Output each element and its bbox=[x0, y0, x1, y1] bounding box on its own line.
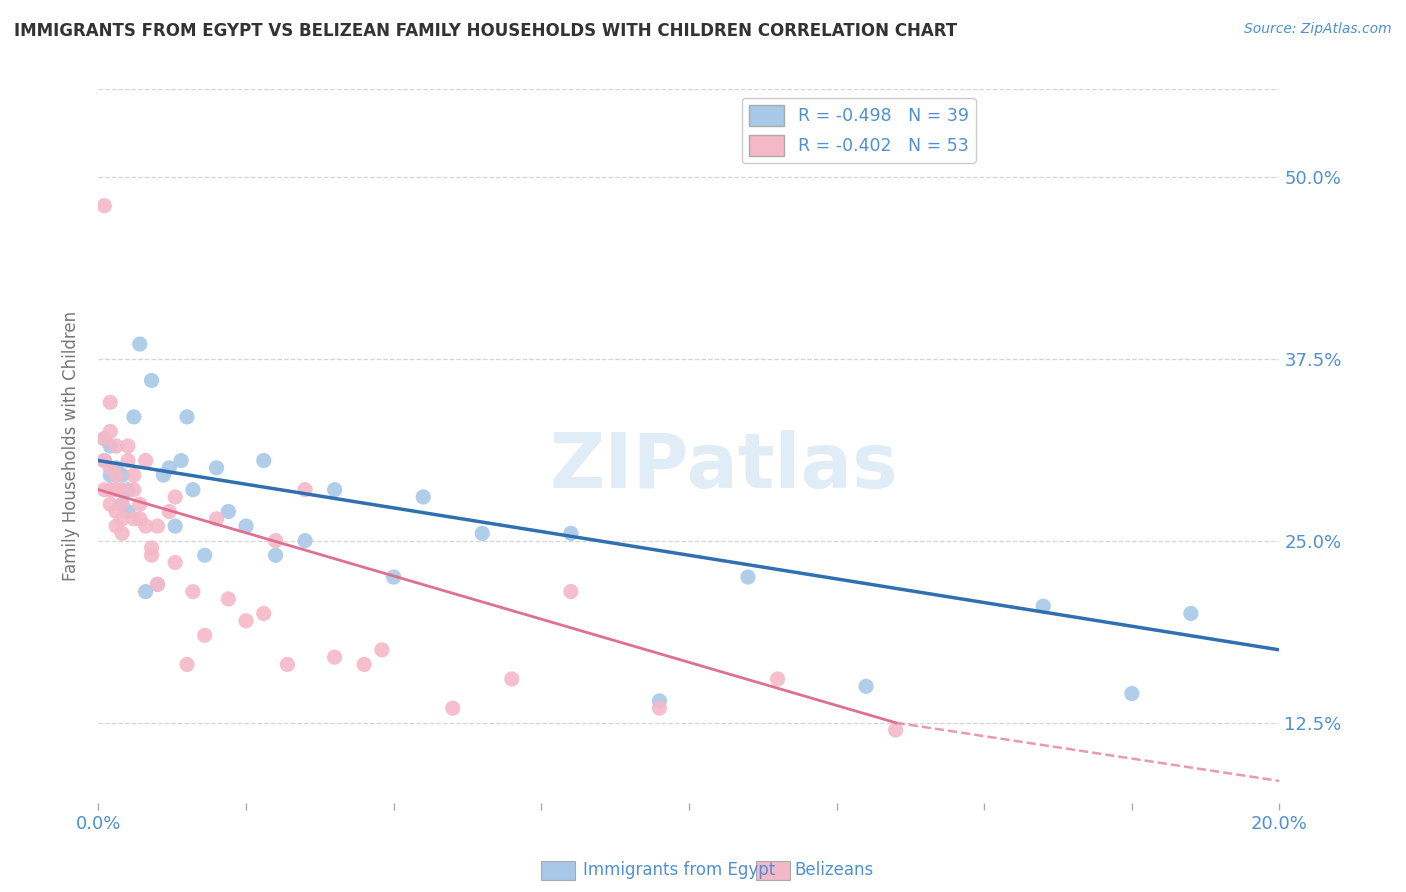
Point bbox=[128, 512, 150, 526]
Point bbox=[560, 584, 582, 599]
Point bbox=[111, 512, 134, 526]
Point bbox=[122, 468, 145, 483]
Point bbox=[105, 460, 128, 475]
Point bbox=[122, 483, 145, 497]
Point bbox=[253, 453, 276, 467]
Point bbox=[105, 483, 128, 497]
Point bbox=[205, 512, 228, 526]
Point bbox=[501, 672, 523, 686]
Point bbox=[170, 453, 193, 467]
Point bbox=[105, 468, 128, 483]
Point bbox=[93, 199, 115, 213]
Point bbox=[93, 453, 115, 467]
Point bbox=[294, 483, 316, 497]
Point bbox=[128, 337, 150, 351]
Point bbox=[371, 643, 394, 657]
Point bbox=[176, 409, 198, 424]
Point bbox=[194, 628, 217, 642]
Point bbox=[176, 657, 198, 672]
Point bbox=[135, 519, 157, 533]
Point bbox=[146, 577, 169, 591]
Point bbox=[471, 526, 494, 541]
Point bbox=[111, 497, 134, 511]
Point bbox=[146, 519, 169, 533]
Point bbox=[165, 556, 187, 570]
Point bbox=[264, 533, 287, 548]
Point bbox=[122, 512, 145, 526]
Point bbox=[98, 439, 121, 453]
Point bbox=[382, 570, 405, 584]
Point bbox=[111, 483, 134, 497]
Point bbox=[276, 657, 298, 672]
Point bbox=[1121, 687, 1143, 701]
Point bbox=[217, 591, 239, 606]
Text: IMMIGRANTS FROM EGYPT VS BELIZEAN FAMILY HOUSEHOLDS WITH CHILDREN CORRELATION CH: IMMIGRANTS FROM EGYPT VS BELIZEAN FAMILY… bbox=[14, 22, 957, 40]
Point bbox=[98, 468, 121, 483]
Point bbox=[648, 701, 671, 715]
Point bbox=[353, 657, 375, 672]
Text: Belizeans: Belizeans bbox=[794, 861, 873, 879]
Point bbox=[441, 701, 464, 715]
Point bbox=[737, 570, 759, 584]
Point bbox=[766, 672, 789, 686]
Point bbox=[323, 483, 346, 497]
Point bbox=[141, 374, 163, 388]
Point bbox=[117, 453, 139, 467]
Text: ZIPatlas: ZIPatlas bbox=[550, 431, 898, 504]
Point bbox=[1180, 607, 1202, 621]
Point bbox=[128, 497, 150, 511]
Point bbox=[294, 533, 316, 548]
Y-axis label: Family Households with Children: Family Households with Children bbox=[62, 311, 80, 581]
Point bbox=[93, 453, 115, 467]
Point bbox=[181, 483, 204, 497]
Point bbox=[117, 504, 139, 518]
Text: Source: ZipAtlas.com: Source: ZipAtlas.com bbox=[1244, 22, 1392, 37]
Point bbox=[117, 483, 139, 497]
Point bbox=[264, 548, 287, 562]
Point bbox=[98, 395, 121, 409]
Point bbox=[135, 584, 157, 599]
Point bbox=[884, 723, 907, 737]
Point bbox=[111, 526, 134, 541]
Point bbox=[235, 614, 257, 628]
Point bbox=[117, 439, 139, 453]
Point bbox=[105, 439, 128, 453]
Point bbox=[105, 483, 128, 497]
Point bbox=[194, 548, 217, 562]
Point bbox=[152, 468, 174, 483]
Point bbox=[105, 504, 128, 518]
Point bbox=[111, 468, 134, 483]
Point bbox=[235, 519, 257, 533]
Point bbox=[217, 504, 239, 518]
Point bbox=[323, 650, 346, 665]
Point bbox=[105, 519, 128, 533]
Legend: R = -0.498   N = 39, R = -0.402   N = 53: R = -0.498 N = 39, R = -0.402 N = 53 bbox=[742, 98, 976, 163]
Point bbox=[93, 483, 115, 497]
Point bbox=[93, 432, 115, 446]
Point bbox=[93, 432, 115, 446]
Point bbox=[560, 526, 582, 541]
Point bbox=[135, 453, 157, 467]
Point bbox=[855, 679, 877, 693]
Point bbox=[205, 460, 228, 475]
Point bbox=[165, 490, 187, 504]
Point bbox=[141, 541, 163, 555]
Point bbox=[165, 519, 187, 533]
Point bbox=[122, 409, 145, 424]
Point bbox=[98, 425, 121, 439]
Point bbox=[1032, 599, 1054, 614]
Point bbox=[98, 497, 121, 511]
Point bbox=[157, 504, 180, 518]
Point bbox=[181, 584, 204, 599]
Point bbox=[98, 460, 121, 475]
Point bbox=[648, 694, 671, 708]
Point bbox=[98, 483, 121, 497]
Text: Immigrants from Egypt: Immigrants from Egypt bbox=[583, 861, 776, 879]
Point bbox=[141, 548, 163, 562]
Point bbox=[146, 577, 169, 591]
Point bbox=[412, 490, 434, 504]
Point bbox=[253, 607, 276, 621]
Point bbox=[157, 460, 180, 475]
Point bbox=[111, 497, 134, 511]
